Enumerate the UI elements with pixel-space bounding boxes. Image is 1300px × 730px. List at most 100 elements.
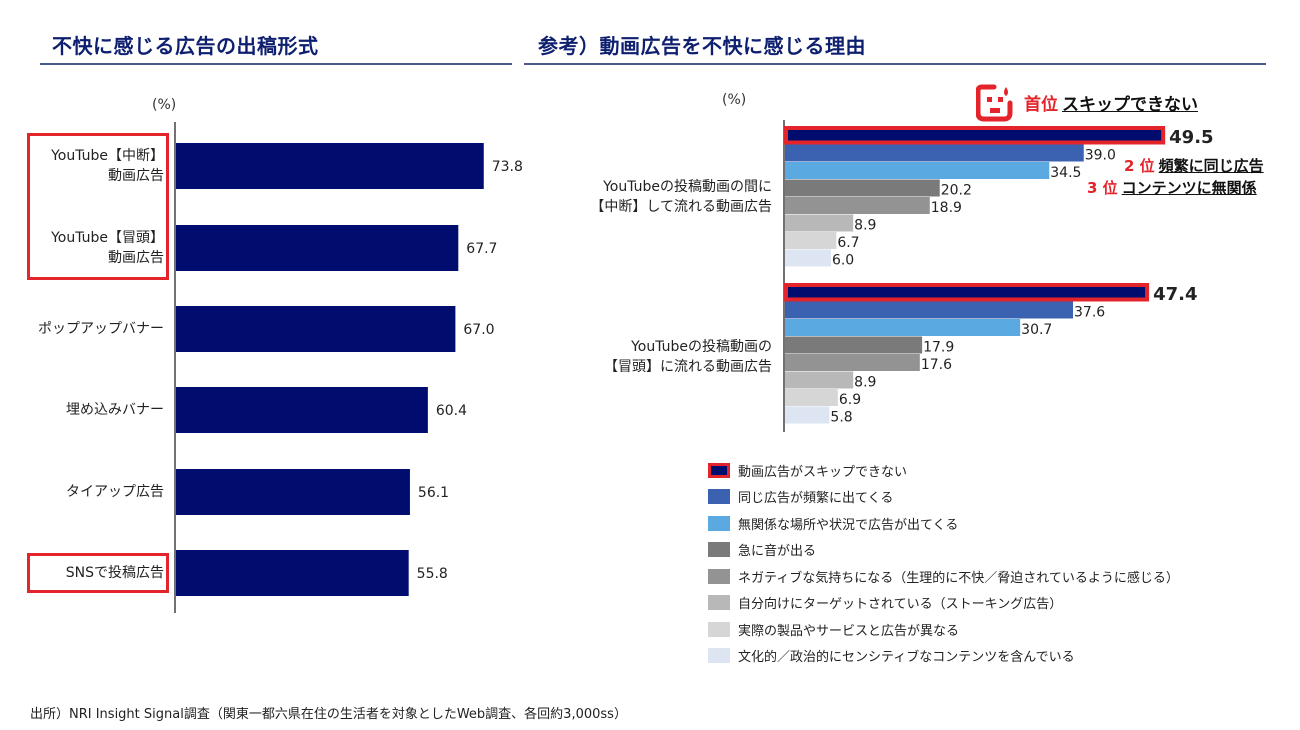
rank-1-number: 首位 xyxy=(1024,95,1058,115)
left-panel-title: 不快に感じる広告の出稿形式 xyxy=(52,34,319,58)
legend-swatch xyxy=(708,489,730,505)
left-bar-value-label: 67.7 xyxy=(466,241,497,257)
right-bar-value-label: 34.5 xyxy=(1050,165,1081,181)
right-bar xyxy=(785,371,854,389)
right-group-label: YouTubeの投稿動画の間に 【中断】して流れる動画広告 xyxy=(590,177,772,217)
legend-item: ネガティブな気持ちになる（生理的に不快／脅迫されているように感じる） xyxy=(708,563,1179,590)
right-bar-value-label: 17.6 xyxy=(921,357,952,373)
right-bar xyxy=(785,319,1021,336)
rank-1-text: スキップできない xyxy=(1062,95,1198,115)
right-bar-value-label: 20.2 xyxy=(941,183,972,199)
rank-2-callout: 2 位頻繁に同じ広告 xyxy=(1124,155,1264,176)
source-note: 出所）NRI Insight Signal調査（関東一都六県在住の生活者を対象と… xyxy=(30,707,627,722)
legend: 動画広告がスキップできない 同じ広告が頻繁に出てくる無関係な場所や状況で広告が出て… xyxy=(708,457,1179,669)
right-bar xyxy=(785,389,838,406)
right-bar-top xyxy=(784,283,1150,302)
legend-item: 無関係な場所や状況で広告が出てくる xyxy=(708,510,1179,537)
right-bar xyxy=(785,301,1074,319)
legend-item: 同じ広告が頻繁に出てくる xyxy=(708,484,1179,511)
right-bar-value-label: 30.7 xyxy=(1021,322,1052,338)
rank-3-text: コンテンツに無関係 xyxy=(1121,179,1257,197)
right-group-label: YouTubeの投稿動画の【冒頭】に流れる動画広告 xyxy=(604,337,772,377)
left-category-line1: タイアップ広告 xyxy=(66,484,164,500)
left-bar xyxy=(176,306,456,352)
legend-swatch xyxy=(708,568,730,584)
right-bar xyxy=(785,249,831,267)
left-category-line2: 動画広告 xyxy=(108,250,164,266)
left-category-line1: YouTube【中断】 xyxy=(51,148,164,164)
legend-item: 文化的／政治的にセンシティブなコンテンツを含んでいる xyxy=(708,643,1179,670)
left-category-line1: ポップアップバナー xyxy=(38,321,164,337)
rank-2-number: 2 位 xyxy=(1124,157,1155,175)
legend-label: ネガティブな気持ちになる（生理的に不快／脅迫されているように感じる） xyxy=(738,570,1179,586)
legend-label: 自分向けにターゲットされている（ストーキング広告） xyxy=(738,597,1063,613)
left-category-line1: YouTube【冒頭】 xyxy=(51,230,164,246)
left-title-rule xyxy=(40,63,512,65)
right-unit-label: (%) xyxy=(722,92,747,108)
legend-label: 同じ広告が頻繁に出てくる xyxy=(738,491,894,507)
legend-item: 実際の製品やサービスと広告が異なる xyxy=(708,616,1179,643)
legend-label: 動画広告がスキップできない xyxy=(738,464,908,480)
left-category-line1: SNSで投稿広告 xyxy=(65,565,164,581)
right-group-label-line1: YouTubeの投稿動画の xyxy=(631,339,772,355)
troubled-face-icon xyxy=(976,84,1013,122)
legend-label: 急に音が出る xyxy=(738,544,817,560)
right-bar-value-label: 39.0 xyxy=(1085,148,1116,164)
right-panel-title: 参考）動画広告を不快に感じる理由 xyxy=(538,34,866,58)
legend-label: 文化的／政治的にセンシティブなコンテンツを含んでいる xyxy=(738,650,1075,666)
left-unit-label: (%) xyxy=(152,97,177,113)
left-bar-value-label: 60.4 xyxy=(436,403,467,419)
legend-swatch xyxy=(708,595,730,611)
legend-swatch xyxy=(708,621,730,637)
left-bar xyxy=(176,225,459,271)
right-bar-value-label: 6.9 xyxy=(839,392,861,408)
right-bar xyxy=(785,162,1050,179)
legend-label: 実際の製品やサービスと広告が異なる xyxy=(738,623,960,639)
right-bar xyxy=(785,406,830,424)
right-bar-value-label: 5.8 xyxy=(830,410,852,426)
right-bar xyxy=(785,232,837,249)
right-bar xyxy=(785,354,920,371)
rank-3-callout: 3 位コンテンツに無関係 xyxy=(1087,177,1257,198)
left-bar-value-label: 56.1 xyxy=(418,485,449,501)
legend-swatch xyxy=(708,515,730,531)
right-bar xyxy=(785,197,930,214)
right-bar-value-label: 37.6 xyxy=(1074,305,1105,321)
right-group-label-line2: 【冒頭】に流れる動画広告 xyxy=(604,359,772,375)
left-category-line1: 埋め込みバナー xyxy=(66,402,164,418)
left-category-label: タイアップ広告 xyxy=(66,482,164,502)
right-bar-value-label: 49.5 xyxy=(1169,127,1213,148)
rank-2-text: 頻繁に同じ広告 xyxy=(1158,157,1264,175)
right-bar xyxy=(785,179,940,197)
legend-item: 動画広告がスキップできない xyxy=(708,457,1179,484)
right-bar-value-label: 6.7 xyxy=(837,235,859,251)
right-bar-value-label: 6.0 xyxy=(832,253,854,269)
left-bar-value-label: 67.0 xyxy=(463,322,494,338)
right-group-label-line1: YouTubeの投稿動画の間に xyxy=(603,179,772,195)
right-title-rule xyxy=(524,63,1266,65)
left-bar xyxy=(176,143,484,189)
legend-swatch xyxy=(708,462,730,478)
rank-1-callout: 首位 スキップできない xyxy=(1024,90,1198,115)
left-category-label: ポップアップバナー xyxy=(38,319,164,339)
highlight-box-youtube xyxy=(27,133,169,280)
legend-swatch xyxy=(708,542,730,558)
right-bar-value-label: 47.4 xyxy=(1153,284,1197,305)
right-bar-value-label: 18.9 xyxy=(931,200,962,216)
legend-item: 自分向けにターゲットされている（ストーキング広告） xyxy=(708,590,1179,617)
right-bar xyxy=(785,336,923,354)
left-bar xyxy=(176,469,410,515)
right-bar xyxy=(785,214,854,232)
left-category-line2: 動画広告 xyxy=(108,168,164,184)
right-bar-value-label: 17.9 xyxy=(923,340,954,356)
left-bar xyxy=(176,550,409,596)
left-category-label: 埋め込みバナー xyxy=(66,400,164,420)
left-category-label: YouTube【冒頭】動画広告 xyxy=(51,228,164,268)
right-bar-value-label: 8.9 xyxy=(854,375,876,391)
left-bar-value-label: 73.8 xyxy=(492,159,523,175)
right-bar xyxy=(785,144,1084,162)
left-category-label: SNSで投稿広告 xyxy=(66,563,164,583)
legend-label: 無関係な場所や状況で広告が出てくる xyxy=(738,517,959,533)
right-bar-value-label: 8.9 xyxy=(854,218,876,234)
